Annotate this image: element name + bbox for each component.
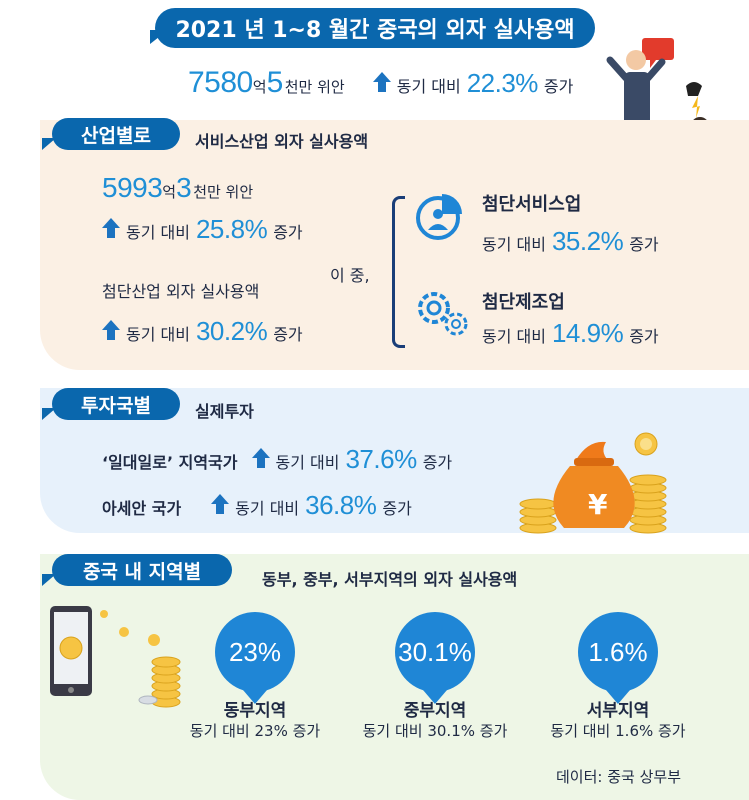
hightech-yoy-value: 30.2% xyxy=(195,316,268,346)
hightech-yoy-suffix: 증가 xyxy=(273,325,303,344)
bracket xyxy=(392,196,405,348)
country-name-1: 아세안 국가 xyxy=(102,499,182,518)
service-yoy: 동기 대비 25.8% 증가 xyxy=(102,214,303,245)
region-bubble-tail-0 xyxy=(243,690,267,704)
service-amount-unit: 억 xyxy=(162,183,177,201)
service-yoy-suffix: 증가 xyxy=(273,223,303,242)
total-yoy-value: 22.3% xyxy=(466,68,539,98)
page-title: 2021 년 1~8 월간 중국의 외자 실사용액 xyxy=(155,8,595,48)
country-value-0: 37.6% xyxy=(345,444,417,474)
country-heading: 실제투자 xyxy=(195,402,254,421)
country-value-1: 36.8% xyxy=(305,490,377,520)
country-label: 투자국별 xyxy=(52,388,180,420)
service-amount-number: 5993 xyxy=(102,172,163,203)
sub-name-0: 첨단서비스업 xyxy=(482,194,582,215)
service-amount: 5993 억 3 천만 위안 xyxy=(102,172,253,204)
source-note: 데이터: 중국 상무부 xyxy=(556,768,681,786)
region-bubble-tail-1 xyxy=(423,690,447,704)
up-arrow-icon xyxy=(211,494,230,514)
total-yoy-suffix: 증가 xyxy=(543,77,574,96)
regions-label-tail xyxy=(42,574,56,586)
phone-coins-illustration xyxy=(50,606,181,708)
up-arrow-icon xyxy=(102,218,120,238)
sub-yoy-1: 동기 대비 14.9% 증가 xyxy=(482,318,659,349)
region-desc-0: 동기 대비 23% 증가 xyxy=(189,722,321,740)
region-bubble-2: 1.6% xyxy=(578,612,658,692)
region-name-2: 서부지역 xyxy=(586,701,650,721)
total-summary: 7580 억 5 천만 위안 동기 대비 22.3% 증가 xyxy=(188,66,573,100)
region-desc-2: 동기 대비 1.6% 증가 xyxy=(550,722,686,740)
total-amount-unit-2: 천만 위안 xyxy=(284,78,345,96)
pie-chart-person-icon xyxy=(416,194,462,240)
regions-heading: 동부, 중부, 서부지역의 외자 실사용액 xyxy=(262,570,518,589)
gear-icon xyxy=(418,292,468,336)
country-prefix-1: 동기 대비 xyxy=(235,499,300,518)
industry-label: 산업별로 xyxy=(52,118,180,150)
sub-yoy-suffix-1: 증가 xyxy=(629,327,659,346)
country-label-tail xyxy=(42,408,56,420)
region-bubble-1: 30.1% xyxy=(395,612,475,692)
country-prefix-0: 동기 대비 xyxy=(275,453,340,472)
region-desc-1: 동기 대비 30.1% 증가 xyxy=(362,722,508,740)
total-amount-number: 7580 xyxy=(188,66,253,99)
sub-yoy-value-0: 35.2% xyxy=(551,226,624,256)
sub-yoy-suffix-0: 증가 xyxy=(629,235,659,254)
region-name-1: 중부지역 xyxy=(403,701,467,721)
up-arrow-icon xyxy=(102,320,120,340)
country-name-0: ‘일대일로’ 지역국가 xyxy=(102,453,238,472)
region-name-0: 동부지역 xyxy=(223,701,287,721)
hightech-yoy-prefix: 동기 대비 xyxy=(126,325,190,344)
industry-heading: 서비스산업 외자 실사용액 xyxy=(195,132,369,151)
sub-yoy-value-1: 14.9% xyxy=(551,318,624,348)
sub-yoy-0: 동기 대비 35.2% 증가 xyxy=(482,226,659,257)
total-amount-number-2: 5 xyxy=(266,66,284,99)
service-amount-number-2: 3 xyxy=(176,172,192,203)
money-bag-coins-illustration xyxy=(519,432,667,534)
total-yoy-prefix: 동기 대비 xyxy=(396,77,461,96)
service-yoy-value: 25.8% xyxy=(195,214,268,244)
among-label: 이 중, xyxy=(330,266,370,285)
region-bubble-tail-2 xyxy=(606,690,630,704)
up-arrow-icon xyxy=(372,72,391,92)
hightech-heading: 첨단산업 외자 실사용액 xyxy=(102,282,260,301)
region-bubble-0: 23% xyxy=(215,612,295,692)
regions-label: 중국 내 지역별 xyxy=(52,554,232,586)
service-yoy-prefix: 동기 대비 xyxy=(126,223,190,242)
country-suffix-0: 증가 xyxy=(422,453,453,472)
up-arrow-icon xyxy=(251,448,270,468)
country-row-1: 아세안 국가 동기 대비 36.8% 증가 xyxy=(102,490,412,521)
sub-name-1: 첨단제조업 xyxy=(482,292,565,313)
service-amount-unit-2: 천만 위안 xyxy=(193,183,254,201)
total-amount-unit: 억 xyxy=(252,78,267,96)
country-row-0: ‘일대일로’ 지역국가 동기 대비 37.6% 증가 xyxy=(102,444,452,475)
sub-yoy-prefix-1: 동기 대비 xyxy=(482,327,546,346)
country-suffix-1: 증가 xyxy=(382,499,412,518)
sub-yoy-prefix-0: 동기 대비 xyxy=(482,235,546,254)
yuan-symbol: ¥ xyxy=(588,488,608,521)
industry-label-tail xyxy=(42,138,56,150)
hightech-yoy: 동기 대비 30.2% 증가 xyxy=(102,316,303,347)
